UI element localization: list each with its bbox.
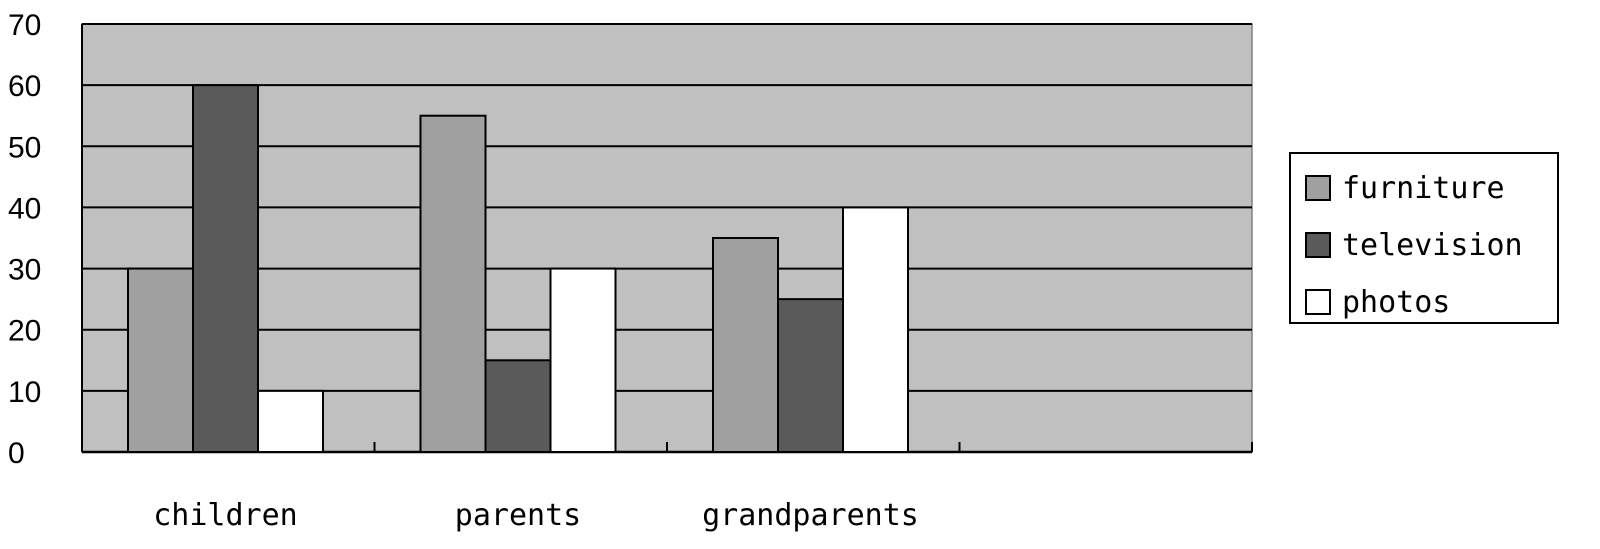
- y-axis: 0 10 20 30 40 50 60 70: [8, 9, 83, 470]
- legend-label-photos: photos: [1342, 285, 1450, 320]
- plot-background: [81, 23, 1253, 453]
- bar-furniture-grandparents: [712, 237, 779, 453]
- legend-swatch-television: [1305, 232, 1331, 258]
- x-axis: children parents grandparents: [81, 442, 1253, 533]
- bar-television-grandparents: [777, 298, 844, 453]
- bar-furniture-children: [127, 267, 194, 454]
- x-category-label: children: [153, 498, 298, 533]
- y-tick-label: 60: [8, 70, 41, 103]
- y-tick-label: 0: [8, 437, 25, 470]
- legend: furniture television photos: [1289, 152, 1559, 324]
- x-category-label: parents: [455, 498, 581, 533]
- bar-furniture-parents: [419, 114, 487, 453]
- x-category-label: grandparents: [702, 498, 919, 533]
- legend-label-television: television: [1342, 228, 1523, 263]
- bar-photos-children: [257, 389, 324, 454]
- bar-television-children: [192, 84, 259, 454]
- bars: [127, 84, 909, 454]
- y-tick-label: 70: [8, 9, 41, 42]
- legend-swatch-furniture: [1305, 175, 1331, 201]
- bar-photos-parents: [549, 267, 617, 454]
- y-tick-label: 10: [8, 376, 41, 409]
- y-tick-label: 30: [8, 254, 41, 287]
- legend-box: [1289, 152, 1559, 324]
- y-tick-label: 20: [8, 315, 41, 348]
- bar-photos-grandparents: [842, 206, 909, 453]
- legend-swatch-photos: [1305, 289, 1331, 315]
- plot-area: [81, 23, 1253, 453]
- legend-label-furniture: furniture: [1342, 171, 1505, 206]
- y-tick-label: 50: [8, 131, 41, 164]
- y-tick-label: 40: [8, 192, 41, 225]
- bar-television-parents: [484, 359, 552, 453]
